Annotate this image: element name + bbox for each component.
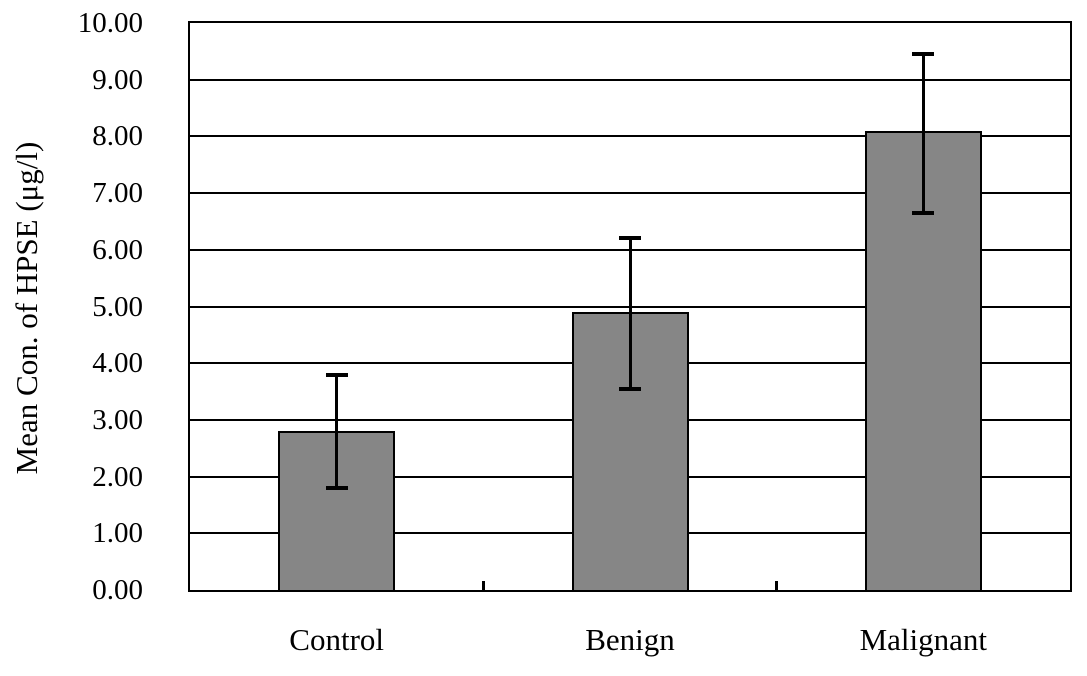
error-bar-cap-bottom <box>325 485 348 490</box>
y-tick-label: 8.00 <box>92 120 143 153</box>
x-category-label-control: Control <box>289 622 385 657</box>
y-tick-label: 7.00 <box>92 177 143 210</box>
y-tick-label: 0.00 <box>92 574 143 606</box>
error-bar-cap-top <box>912 52 935 57</box>
y-tick-label: 10.00 <box>77 7 143 39</box>
gridline <box>190 192 1070 195</box>
plot-area <box>188 21 1072 592</box>
y-tick-label: 5.00 <box>92 290 143 323</box>
error-bar-cap-top <box>325 372 348 377</box>
x-category-label-benign: Benign <box>585 622 675 657</box>
y-tick-label: 9.00 <box>92 63 143 96</box>
error-bar-line <box>628 238 632 389</box>
gridline <box>190 78 1070 81</box>
error-bar-line <box>335 374 339 488</box>
x-category-label-malignant: Malignant <box>859 622 988 657</box>
error-bar-cap-top <box>619 236 641 241</box>
gridline <box>190 135 1070 138</box>
y-tick-label: 6.00 <box>92 233 143 266</box>
y-tick-label: 1.00 <box>92 517 143 550</box>
y-tick-label: 3.00 <box>92 403 143 436</box>
x-axis-tick <box>481 581 485 590</box>
error-bar-cap-bottom <box>619 386 641 391</box>
y-tick-label: 4.00 <box>92 347 143 380</box>
error-bar-line <box>921 54 925 213</box>
error-bar-cap-bottom <box>912 210 935 215</box>
x-axis-tick <box>775 581 779 590</box>
y-tick-label: 2.00 <box>92 460 143 493</box>
